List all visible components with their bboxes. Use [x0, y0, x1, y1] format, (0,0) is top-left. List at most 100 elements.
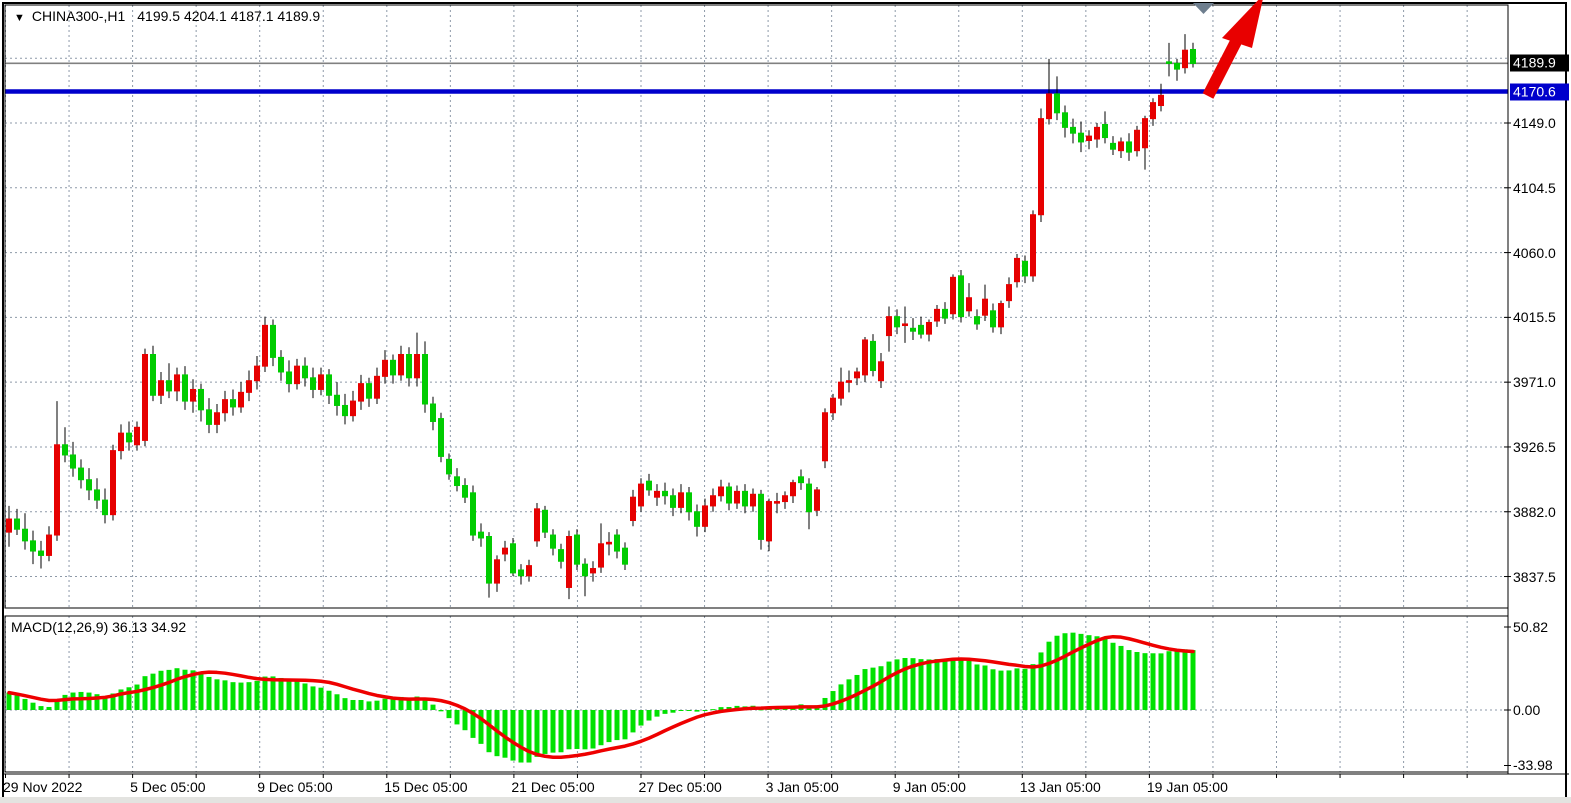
time-axis-label: 19 Jan 05:00 — [1146, 779, 1228, 795]
macd-histogram-bar — [86, 692, 92, 710]
macd-histogram-bar — [1062, 633, 1068, 710]
candle-body — [630, 496, 636, 521]
macd-histogram-bar — [670, 710, 676, 713]
candle-body — [582, 563, 588, 577]
macd-histogram-bar — [374, 700, 380, 710]
candle-body — [734, 490, 740, 504]
macd-histogram-bar — [478, 710, 484, 744]
candle-body — [406, 354, 412, 379]
candle-body — [750, 493, 756, 507]
macd-histogram-bar — [206, 676, 212, 710]
symbol-dropdown-icon[interactable]: ▼ — [14, 12, 25, 24]
macd-histogram-bar — [286, 680, 292, 710]
candle-body — [454, 476, 460, 487]
candle-body — [46, 534, 52, 556]
macd-histogram-bar — [958, 660, 964, 710]
macd-histogram-bar — [1086, 635, 1092, 710]
candle-body — [1006, 284, 1012, 302]
macd-axis-label: 0.00 — [1513, 702, 1541, 718]
level-lines[interactable] — [5, 62, 1508, 94]
candle-body — [334, 394, 340, 406]
macd-histogram-bar — [366, 701, 372, 710]
candle-body — [574, 534, 580, 565]
candle-body — [446, 458, 452, 475]
candle-body — [566, 536, 572, 588]
candle-body — [358, 383, 364, 402]
candle-body — [86, 479, 92, 491]
candle-body — [22, 528, 28, 542]
macd-histogram-bar — [1118, 645, 1124, 710]
candle-body — [590, 568, 596, 574]
macd-histogram-bar — [102, 696, 108, 710]
macd-histogram-bar — [270, 676, 276, 710]
blue-level-price-box: 4170.6 — [1510, 83, 1569, 101]
candle-body — [902, 323, 908, 327]
candle-body — [110, 450, 116, 516]
candle-body — [390, 359, 396, 376]
candle-body — [822, 412, 828, 462]
candle-body — [1070, 126, 1076, 134]
candle-body — [862, 339, 868, 376]
macd-histogram-bar — [534, 710, 540, 757]
candle-body — [262, 324, 268, 367]
macd-histogram-bar — [438, 710, 444, 712]
candle-body — [774, 501, 780, 504]
candle-body — [1054, 93, 1060, 114]
macd-histogram-bar — [22, 698, 28, 710]
macd-histogram-bar — [1158, 653, 1164, 710]
candle-body — [342, 404, 348, 417]
candle-body — [606, 541, 612, 545]
candle-body — [1158, 94, 1164, 107]
macd-histogram-bar — [902, 658, 908, 710]
macd-histogram-bar — [62, 694, 68, 710]
candle-body — [790, 482, 796, 497]
candle-body — [534, 508, 540, 542]
candle-body — [526, 565, 532, 577]
price-axis-label: 4015.5 — [1513, 309, 1556, 326]
candle-body — [806, 483, 812, 513]
macd-histogram-bar — [582, 710, 588, 750]
macd-histogram-bar — [1134, 652, 1140, 710]
macd-histogram-bar — [94, 694, 100, 710]
macd-histogram-bar — [982, 665, 988, 710]
candle-body — [966, 297, 972, 312]
annotations[interactable] — [1193, 0, 1264, 99]
candle-body — [558, 549, 564, 562]
macd-histogram-bar — [1102, 638, 1108, 710]
macd-histogram-bar — [622, 710, 628, 740]
macd-histogram-bar — [198, 673, 204, 710]
macd-histogram-bar — [638, 710, 644, 726]
macd-histogram-bar — [694, 710, 700, 712]
macd-signal-line — [7, 634, 1195, 759]
macd-indicator — [6, 632, 1196, 763]
macd-histogram-bar — [838, 684, 844, 710]
macd-histogram-bar — [278, 677, 284, 710]
macd-histogram-bar — [1182, 649, 1188, 710]
macd-histogram-bar — [230, 682, 236, 710]
candle-body — [1046, 93, 1052, 120]
macd-histogram-bar — [926, 659, 932, 710]
macd-histogram-bar — [1110, 642, 1116, 710]
macd-histogram-bar — [918, 659, 924, 710]
macd-histogram-bar — [1046, 641, 1052, 710]
macd-histogram-bar — [1094, 636, 1100, 710]
candle-body — [1030, 214, 1036, 277]
macd-histogram-bar — [910, 658, 916, 710]
time-axis-label: 29 Nov 2022 — [3, 779, 83, 795]
candle-body — [1126, 141, 1132, 153]
macd-histogram-bar — [1126, 650, 1132, 710]
candle-body — [70, 454, 76, 469]
candle-body — [38, 550, 44, 556]
macd-histogram-bar — [510, 710, 516, 761]
candle-body — [1038, 118, 1044, 216]
macd-histogram-bar — [14, 695, 20, 710]
candle-body — [942, 308, 948, 319]
gray-down-triangle-marker[interactable] — [1193, 3, 1214, 14]
red-up-arrow-head[interactable] — [1222, 0, 1264, 48]
macd-histogram-bar — [238, 682, 244, 710]
candle-body — [1094, 126, 1100, 140]
price-axis-label: 4104.5 — [1513, 179, 1556, 196]
candle-body — [934, 308, 940, 322]
macd-histogram-bar — [54, 699, 60, 710]
